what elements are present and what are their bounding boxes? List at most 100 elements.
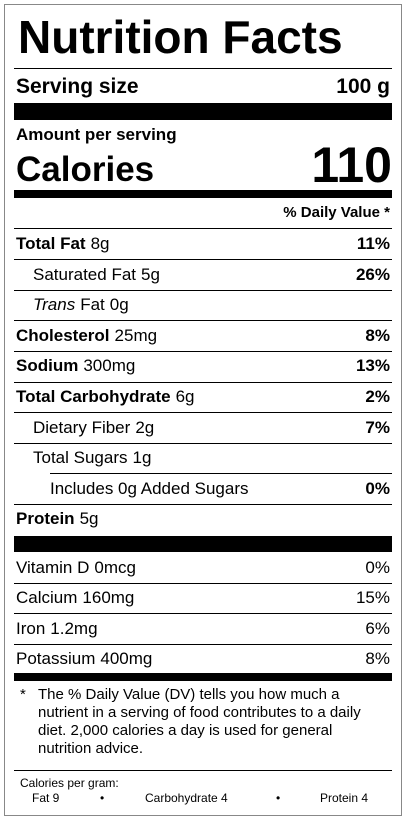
nutrient-amount: 0g	[109, 295, 129, 315]
daily-value: 15%	[355, 588, 390, 608]
nutrient-amount: 6g	[175, 387, 195, 406]
nutrient-name: Calcium	[16, 588, 78, 608]
label-frame	[4, 4, 402, 816]
nutrient-amount: 1g	[132, 448, 152, 468]
nutrient-name: Fat	[80, 295, 105, 315]
nutrient-amount: 160mg	[82, 588, 135, 608]
nutrient-row: Vitamin D 0mcg 0%	[14, 553, 392, 583]
thick-bar	[14, 190, 392, 198]
bullet: •	[100, 791, 105, 805]
thick-bar	[14, 536, 392, 552]
nutrient-row: Cholesterol 25mg 8%	[14, 321, 392, 351]
rule	[14, 412, 392, 414]
rule	[14, 320, 392, 322]
nutrient-row: Sodium 300mg 13%	[14, 351, 392, 381]
nutrient-left: Vitamin D 0mcg	[14, 558, 136, 578]
nutrient-left: Dietary Fiber 2g	[14, 418, 154, 438]
rule	[14, 350, 392, 352]
nutrient-name: Total Fat	[16, 234, 86, 253]
daily-value: 8%	[365, 649, 390, 669]
nutrient-name: Dietary Fiber	[33, 417, 131, 437]
nutrient-amount: 0mcg	[94, 557, 136, 577]
footnote-text: The % Daily Value (DV) tells you how muc…	[38, 686, 361, 757]
calories-per-gram-item: Carbohydrate 4	[145, 791, 228, 805]
nutrient-left: Total Carbohydrate 6g	[14, 387, 195, 407]
nutrient-row: Potassium 400mg 8%	[14, 644, 392, 674]
nutrient-row: Trans Fat 0g	[14, 290, 392, 320]
nutrient-left: Saturated Fat 5g	[14, 265, 160, 285]
nutrient-amount: 2g	[135, 417, 155, 437]
rule	[14, 259, 392, 261]
nutrient-row: Includes 0g Added Sugars 0%	[14, 474, 392, 504]
bullet: •	[276, 791, 281, 805]
calories-per-gram-label: Calories per gram:	[20, 776, 119, 790]
nutrient-name: Cholesterol	[16, 325, 110, 345]
nutrient-name: Includes 0g Added Sugars	[50, 478, 249, 498]
nutrient-left: Total Fat 8g	[14, 234, 110, 254]
calories-label: Calories	[16, 150, 155, 189]
rule	[14, 68, 392, 69]
nutrient-left: Potassium 400mg	[14, 649, 152, 669]
nutrient-name: Potassium	[16, 649, 96, 669]
nutrient-name-italic: Trans	[33, 295, 76, 315]
nutrient-name: Iron	[16, 618, 46, 638]
daily-value: 7%	[365, 417, 390, 437]
nutrient-amount: 5g	[79, 509, 99, 529]
thick-bar	[14, 673, 392, 681]
footnote-marker: *	[20, 686, 26, 703]
rule	[14, 582, 392, 584]
nutrient-left: Total Sugars 1g	[14, 448, 151, 468]
rule	[14, 442, 392, 444]
nutrient-amount: 300mg	[83, 356, 136, 376]
daily-value: 8%	[365, 325, 390, 345]
nutrient-name: Sodium	[16, 356, 79, 376]
calories-per-gram-item: Protein 4	[320, 791, 369, 805]
nutrient-row: Calcium 160mg 15%	[14, 583, 392, 613]
nutrient-left: Calcium 160mg	[14, 588, 134, 608]
amount-per-serving: Amount per serving	[16, 125, 177, 144]
nutrient-row: Total Fat 8g 11%	[14, 229, 392, 259]
nutrient-row: Protein 5g	[14, 504, 392, 534]
thick-bar	[14, 103, 392, 120]
label-title: Nutrition Facts	[18, 11, 343, 63]
daily-value: 0%	[365, 557, 390, 577]
daily-value: 26%	[355, 264, 390, 284]
rule	[50, 473, 392, 475]
rule	[14, 381, 392, 383]
nutrient-row: Total Carbohydrate 6g 2%	[14, 382, 392, 412]
rule	[14, 289, 392, 291]
daily-value: 6%	[365, 618, 390, 638]
daily-value: 11%	[356, 234, 390, 253]
nutrient-amount: 400mg	[100, 649, 153, 669]
nutrient-left: Sodium 300mg	[14, 356, 135, 376]
nutrient-name: Total Sugars	[33, 448, 128, 468]
nutrient-amount: 25mg	[114, 325, 158, 345]
nutrient-row: Total Sugars 1g	[14, 443, 392, 473]
nutrient-name: Total Carbohydrate	[16, 387, 171, 406]
nutrient-name: Protein	[16, 509, 75, 529]
nutrient-left: Protein 5g	[14, 509, 98, 529]
nutrient-left: Trans Fat 0g	[14, 295, 129, 315]
nutrient-amount: 5g	[141, 264, 160, 284]
nutrient-row: Saturated Fat 5g 26%	[14, 260, 392, 290]
calories-per-gram-item: Fat 9	[32, 791, 60, 805]
nutrient-row: Dietary Fiber 2g 7%	[14, 413, 392, 443]
daily-value: 0%	[365, 478, 390, 498]
nutrient-left: Iron 1.2mg	[14, 619, 98, 639]
rule	[14, 643, 392, 645]
nutrient-name: Vitamin D	[16, 557, 90, 577]
daily-value-header: % Daily Value *	[283, 204, 390, 221]
nutrient-left: Includes 0g Added Sugars	[14, 479, 248, 499]
nutrient-row: Iron 1.2mg 6%	[14, 614, 392, 644]
serving-value: 100 g	[336, 75, 390, 98]
rule	[14, 228, 392, 229]
calories-value: 110	[311, 137, 392, 193]
rule	[14, 503, 392, 505]
daily-value: 2%	[365, 387, 390, 406]
nutrient-amount: 8g	[90, 234, 110, 253]
rule	[14, 770, 392, 771]
nutrient-amount: 1.2mg	[50, 618, 98, 638]
daily-value: 13%	[355, 356, 390, 376]
serving-label: Serving size	[16, 75, 139, 98]
